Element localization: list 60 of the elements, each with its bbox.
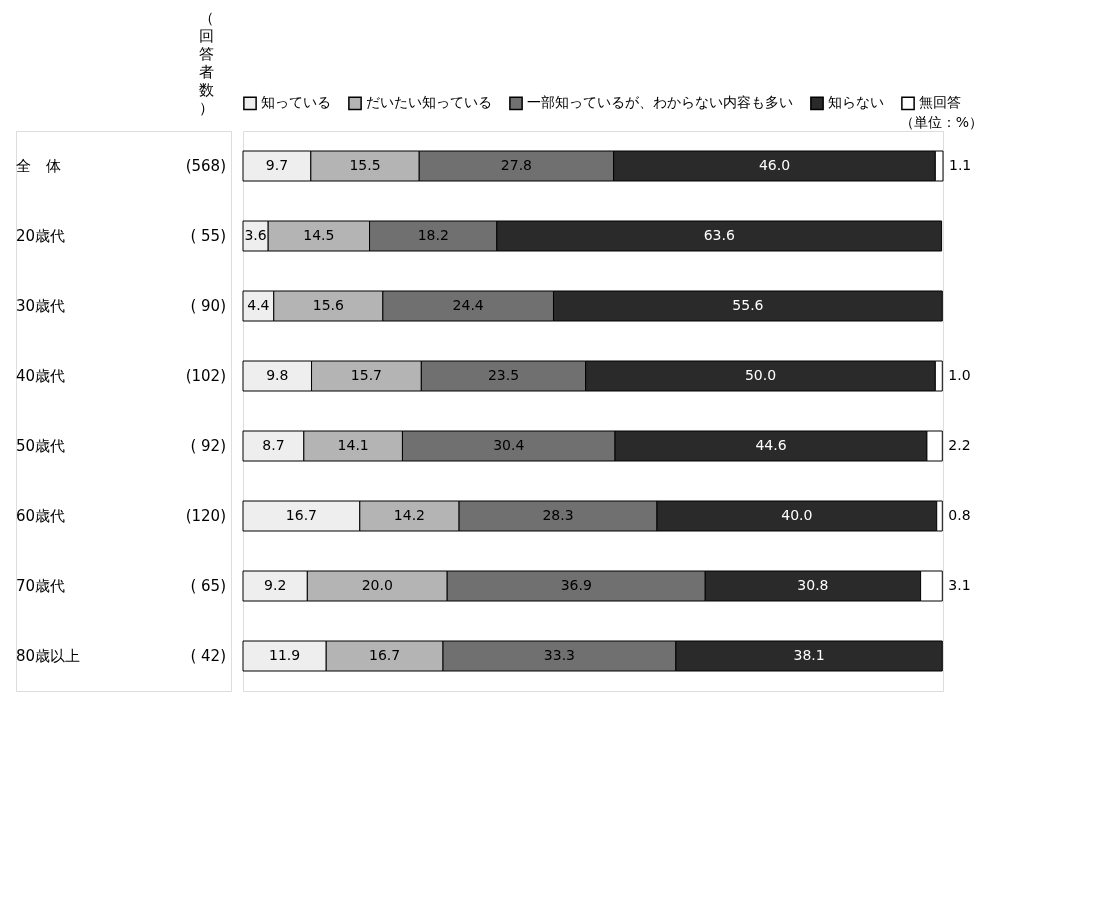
data-label: 16.7 bbox=[369, 647, 401, 663]
data-label: 18.2 bbox=[417, 227, 449, 243]
data-label: 63.6 bbox=[703, 227, 735, 243]
data-label: 3.1 bbox=[948, 577, 971, 593]
y-tick-label: 50歳代 bbox=[16, 437, 66, 455]
data-label: 16.7 bbox=[285, 507, 317, 523]
text: ( 42) bbox=[190, 647, 226, 665]
data-label: 3.6 bbox=[244, 227, 267, 243]
legend-label: 知っている bbox=[261, 94, 331, 111]
data-label: 23.5 bbox=[487, 367, 520, 383]
data-label: 30.4 bbox=[493, 437, 525, 453]
text: ( 55) bbox=[190, 227, 226, 245]
data-label: 28.3 bbox=[542, 507, 574, 523]
y-tick-label: 全 体 bbox=[16, 157, 61, 175]
data-label: 14.2 bbox=[393, 507, 426, 523]
data-label: 1.0 bbox=[948, 367, 971, 383]
data-label: 15.7 bbox=[350, 367, 383, 383]
data-label: 38.1 bbox=[793, 647, 825, 663]
y-tick-label: 30歳代 bbox=[16, 297, 66, 315]
text: ( 65) bbox=[190, 577, 226, 595]
data-label: 40.0 bbox=[781, 507, 813, 523]
data-label: 14.5 bbox=[303, 227, 335, 243]
data-label: 55.6 bbox=[732, 297, 764, 313]
data-label: 4.4 bbox=[247, 297, 270, 313]
data-label: 0.8 bbox=[948, 507, 971, 523]
data-label: 50.0 bbox=[744, 367, 777, 383]
data-label: 27.8 bbox=[500, 157, 533, 173]
data-label: 1.1 bbox=[949, 157, 972, 173]
legend-label: 無回答 bbox=[919, 94, 961, 111]
text: (568) bbox=[185, 157, 226, 175]
text: ( 92) bbox=[190, 437, 226, 455]
y-tick-label: 80歳以上 bbox=[16, 647, 81, 665]
data-label: 9.2 bbox=[264, 577, 287, 593]
data-label: 11.9 bbox=[269, 647, 301, 663]
y-tick-label: 60歳代 bbox=[16, 507, 66, 525]
legend-label: 知らない bbox=[828, 94, 884, 111]
data-label: 8.7 bbox=[262, 437, 285, 453]
data-label: 46.0 bbox=[758, 157, 791, 173]
text: ( 90) bbox=[190, 297, 226, 315]
legend-label: 一部知っているが、わからない内容も多い bbox=[527, 94, 793, 111]
y-tick-label: 20歳代 bbox=[16, 227, 66, 245]
text: (120) bbox=[185, 507, 226, 525]
data-label: 9.8 bbox=[266, 367, 289, 383]
data-label: 33.3 bbox=[543, 647, 576, 663]
data-label: 44.6 bbox=[755, 437, 787, 453]
data-label: 15.5 bbox=[349, 157, 381, 173]
text: （回答者数） bbox=[198, 9, 214, 117]
data-label: 30.8 bbox=[797, 577, 829, 593]
data-label: 2.2 bbox=[948, 437, 971, 453]
data-label: 20.0 bbox=[361, 577, 393, 593]
text: (102) bbox=[185, 367, 226, 385]
data-label: 15.6 bbox=[312, 297, 344, 313]
text: （単位：%） bbox=[899, 114, 983, 130]
data-label: 14.1 bbox=[337, 437, 369, 453]
legend-label: だいたい知っている bbox=[366, 94, 492, 111]
y-tick-label: 40歳代 bbox=[16, 367, 66, 385]
data-label: 24.4 bbox=[452, 297, 484, 313]
data-label: 9.7 bbox=[265, 157, 289, 173]
y-tick-label: 70歳代 bbox=[16, 577, 66, 595]
data-label: 36.9 bbox=[560, 577, 592, 593]
